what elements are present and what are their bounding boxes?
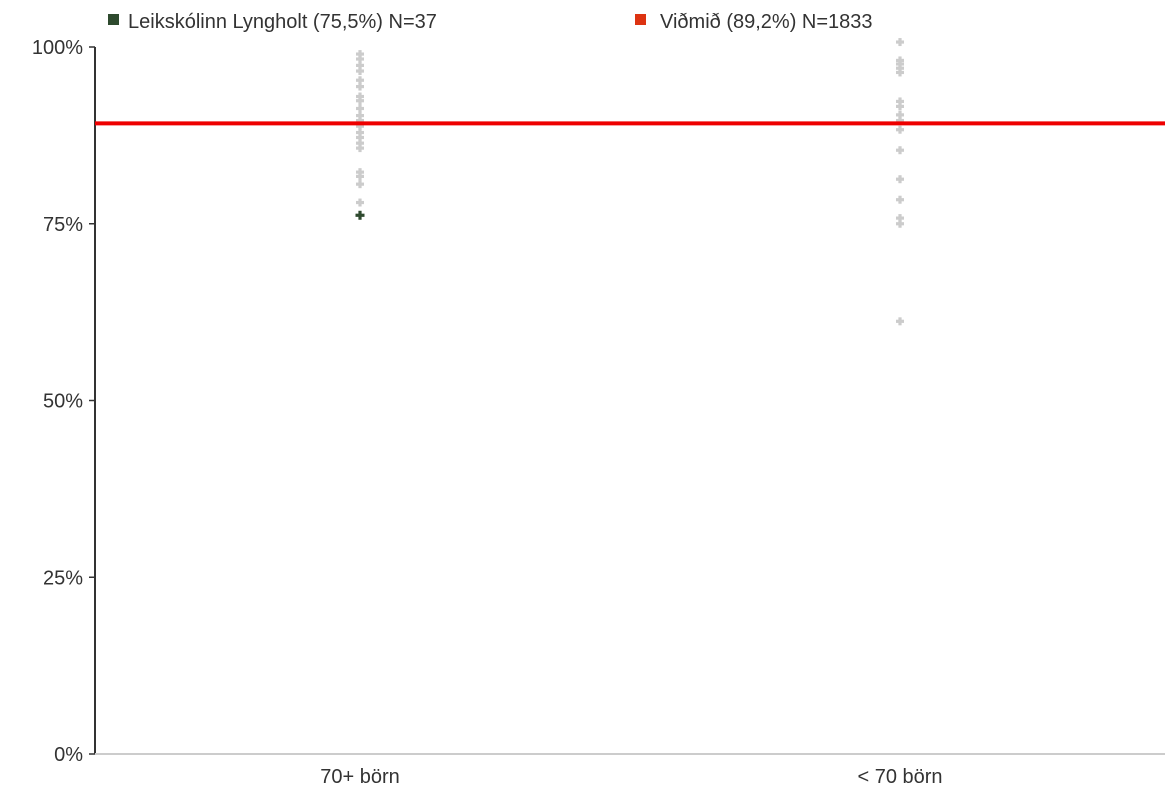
comparison-point xyxy=(356,139,364,148)
comparison-point-v xyxy=(358,76,362,85)
comparison-point xyxy=(356,180,364,189)
comparison-point-v xyxy=(898,68,902,77)
comparison-point-v xyxy=(358,116,362,125)
legend-label-lyngholt: Leikskólinn Lyngholt (75,5%) N=37 xyxy=(128,11,437,33)
comparison-point xyxy=(356,168,364,177)
data-points xyxy=(356,38,904,326)
y-tick-label: 50% xyxy=(43,391,83,413)
comparison-point xyxy=(356,198,364,207)
highlight-point xyxy=(355,210,365,220)
comparison-point xyxy=(356,172,364,181)
comparison-point xyxy=(896,68,904,77)
comparison-point xyxy=(356,144,364,153)
comparison-point-v xyxy=(358,172,362,181)
comparison-point-v xyxy=(898,110,902,119)
comparison-point-v xyxy=(358,198,362,207)
comparison-point-v xyxy=(358,180,362,189)
comparison-point-v xyxy=(358,139,362,148)
highlight-points xyxy=(355,210,365,220)
comparison-point-v xyxy=(898,146,902,155)
comparison-point xyxy=(356,82,364,91)
comparison-point-v xyxy=(358,144,362,153)
comparison-point xyxy=(356,96,364,105)
y-tick-label: 25% xyxy=(43,567,83,589)
comparison-point-v xyxy=(898,219,902,228)
legend-swatch-lyngholt xyxy=(108,14,119,25)
comparison-point-v xyxy=(898,64,902,73)
axes: 0% 25% 50% 75% 100% 70+ börn < 70 börn xyxy=(32,37,1165,788)
comparison-point-v xyxy=(898,97,902,106)
comparison-point-v xyxy=(358,111,362,120)
comparison-point xyxy=(896,195,904,204)
legend-label-vidmid: Viðmið (89,2%) N=1833 xyxy=(660,11,873,33)
y-tick-label: 75% xyxy=(43,214,83,236)
comparison-point-v xyxy=(358,168,362,177)
comparison-point xyxy=(356,122,364,131)
y-tick-label: 100% xyxy=(32,37,83,59)
legend: Leikskólinn Lyngholt (75,5%) N=37 Viðmið… xyxy=(108,11,873,33)
comparison-point xyxy=(896,125,904,134)
x-tick-label: < 70 börn xyxy=(857,766,942,788)
comparison-point xyxy=(896,59,904,68)
y-tick-label: 0% xyxy=(54,744,83,766)
comparison-point-v xyxy=(898,214,902,223)
comparison-point xyxy=(356,76,364,85)
comparison-point-v xyxy=(358,67,362,76)
comparison-point xyxy=(896,116,904,125)
comparison-point xyxy=(896,317,904,326)
comparison-point xyxy=(896,110,904,119)
comparison-point xyxy=(356,55,364,64)
comparison-point-v xyxy=(898,59,902,68)
comparison-point xyxy=(356,111,364,120)
comparison-point xyxy=(896,38,904,47)
highlight-point-v xyxy=(358,210,362,220)
comparison-point-v xyxy=(898,116,902,125)
comparison-point xyxy=(356,92,364,101)
comparison-point xyxy=(356,104,364,113)
comparison-point-v xyxy=(898,102,902,111)
comparison-point xyxy=(356,128,364,137)
comparison-point-v xyxy=(358,133,362,142)
comparison-point xyxy=(896,219,904,228)
comparison-point xyxy=(356,67,364,76)
comparison-point xyxy=(896,97,904,106)
comparison-point-v xyxy=(358,55,362,64)
comparison-point xyxy=(896,146,904,155)
comparison-point-v xyxy=(358,61,362,70)
comparison-point-v xyxy=(358,122,362,131)
comparison-point-v xyxy=(358,96,362,105)
comparison-point xyxy=(356,50,364,59)
legend-swatch-vidmid xyxy=(635,14,646,25)
comparison-point-v xyxy=(898,125,902,134)
comparison-point-v xyxy=(898,175,902,184)
comparison-point xyxy=(896,64,904,73)
comparison-point xyxy=(356,133,364,142)
comparison-point xyxy=(896,214,904,223)
comparison-point-v xyxy=(358,50,362,59)
comparison-point-v xyxy=(358,92,362,101)
comparison-point-v xyxy=(358,128,362,137)
x-tick-label: 70+ börn xyxy=(320,766,400,788)
comparison-point-v xyxy=(898,195,902,204)
comparison-point xyxy=(356,61,364,70)
comparison-point xyxy=(896,102,904,111)
comparison-point xyxy=(356,116,364,125)
comparison-point-v xyxy=(358,104,362,113)
comparison-point-v xyxy=(898,38,902,47)
comparison-point xyxy=(896,175,904,184)
comparison-point-v xyxy=(358,82,362,91)
comparison-point-v xyxy=(898,317,902,326)
